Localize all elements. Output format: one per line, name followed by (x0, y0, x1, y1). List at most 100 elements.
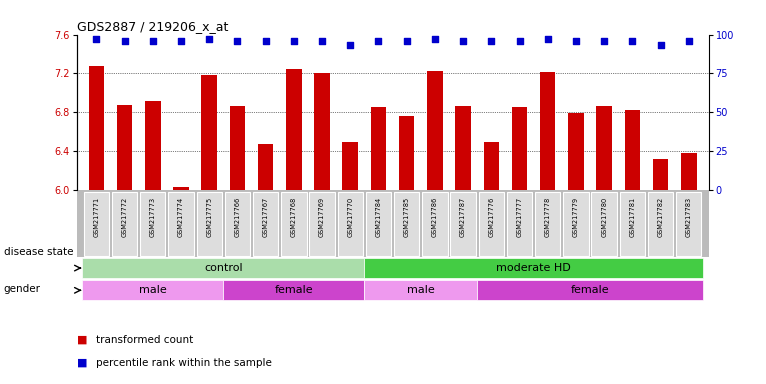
FancyBboxPatch shape (140, 192, 165, 256)
Bar (365, 258, 703, 278)
Bar (365, 280, 477, 300)
Bar (224, 280, 365, 300)
Text: female: female (571, 285, 610, 295)
Bar (371, 107, 386, 190)
Bar (82, 280, 224, 300)
Bar (653, 159, 669, 190)
Bar (399, 116, 414, 190)
Bar (258, 144, 273, 190)
Text: GSM217777: GSM217777 (516, 197, 522, 237)
Bar (145, 101, 161, 190)
FancyBboxPatch shape (112, 192, 137, 256)
Point (90, 36, 103, 42)
Bar (681, 153, 696, 190)
Point (231, 38, 244, 44)
Text: GSM217772: GSM217772 (122, 197, 128, 237)
Bar (230, 106, 245, 190)
Bar (286, 69, 302, 190)
FancyBboxPatch shape (197, 192, 222, 256)
Bar (540, 71, 555, 190)
FancyBboxPatch shape (338, 192, 363, 256)
Bar (201, 75, 217, 190)
FancyBboxPatch shape (394, 192, 419, 256)
Point (316, 38, 328, 44)
Text: transformed count: transformed count (96, 335, 193, 345)
Bar (568, 113, 584, 190)
Point (119, 38, 131, 44)
Bar (624, 111, 640, 190)
Text: female: female (274, 285, 313, 295)
FancyBboxPatch shape (366, 192, 391, 256)
Text: GSM217774: GSM217774 (178, 197, 184, 237)
Point (344, 42, 356, 48)
Text: ■: ■ (77, 358, 87, 368)
Bar (342, 142, 358, 190)
Point (429, 36, 441, 42)
Text: ■: ■ (77, 335, 87, 345)
Text: GSM217766: GSM217766 (234, 197, 241, 237)
FancyBboxPatch shape (648, 192, 673, 256)
FancyBboxPatch shape (676, 192, 702, 256)
Point (288, 38, 300, 44)
Bar (512, 107, 527, 190)
FancyBboxPatch shape (253, 192, 278, 256)
Text: GSM217769: GSM217769 (319, 197, 325, 237)
Text: GSM217781: GSM217781 (630, 197, 635, 237)
Bar (173, 187, 188, 190)
FancyBboxPatch shape (309, 192, 335, 256)
Text: percentile rank within the sample: percentile rank within the sample (96, 358, 272, 368)
Bar (82, 258, 365, 278)
Text: disease state: disease state (4, 247, 74, 257)
FancyBboxPatch shape (563, 192, 588, 256)
Text: GDS2887 / 219206_x_at: GDS2887 / 219206_x_at (77, 20, 228, 33)
Bar (116, 104, 133, 190)
Bar (314, 73, 330, 190)
Point (683, 38, 695, 44)
Text: GSM217783: GSM217783 (686, 197, 692, 237)
Text: GSM217780: GSM217780 (601, 197, 607, 237)
Text: GSM217784: GSM217784 (375, 197, 381, 237)
Bar (455, 106, 471, 190)
Text: GSM217787: GSM217787 (460, 197, 466, 237)
Point (654, 42, 666, 48)
Text: moderate HD: moderate HD (496, 263, 571, 273)
FancyBboxPatch shape (535, 192, 561, 256)
FancyBboxPatch shape (507, 192, 532, 256)
FancyBboxPatch shape (591, 192, 617, 256)
Bar (89, 66, 104, 190)
Point (146, 38, 159, 44)
Text: control: control (204, 263, 243, 273)
Point (513, 38, 525, 44)
Text: GSM217786: GSM217786 (432, 197, 438, 237)
Text: GSM217767: GSM217767 (263, 197, 269, 237)
FancyBboxPatch shape (620, 192, 645, 256)
Bar (483, 142, 499, 190)
Bar (477, 280, 703, 300)
FancyBboxPatch shape (224, 192, 250, 256)
Text: GSM217768: GSM217768 (291, 197, 297, 237)
Point (457, 38, 470, 44)
Text: GSM217778: GSM217778 (545, 197, 551, 237)
Point (598, 38, 611, 44)
Bar (427, 71, 443, 190)
FancyBboxPatch shape (450, 192, 476, 256)
Point (372, 38, 385, 44)
Point (570, 38, 582, 44)
Text: GSM217779: GSM217779 (573, 197, 579, 237)
Text: GSM217775: GSM217775 (206, 197, 212, 237)
Text: GSM217785: GSM217785 (404, 197, 410, 237)
Text: GSM217771: GSM217771 (93, 197, 100, 237)
Text: male: male (139, 285, 167, 295)
Point (175, 38, 187, 44)
Point (260, 38, 272, 44)
FancyBboxPatch shape (422, 192, 447, 256)
Text: GSM217770: GSM217770 (347, 197, 353, 237)
Text: gender: gender (4, 284, 41, 294)
Point (485, 38, 497, 44)
Point (203, 36, 215, 42)
Text: GSM217776: GSM217776 (488, 197, 494, 237)
FancyBboxPatch shape (281, 192, 306, 256)
FancyBboxPatch shape (479, 192, 504, 256)
Point (542, 36, 554, 42)
Point (401, 38, 413, 44)
